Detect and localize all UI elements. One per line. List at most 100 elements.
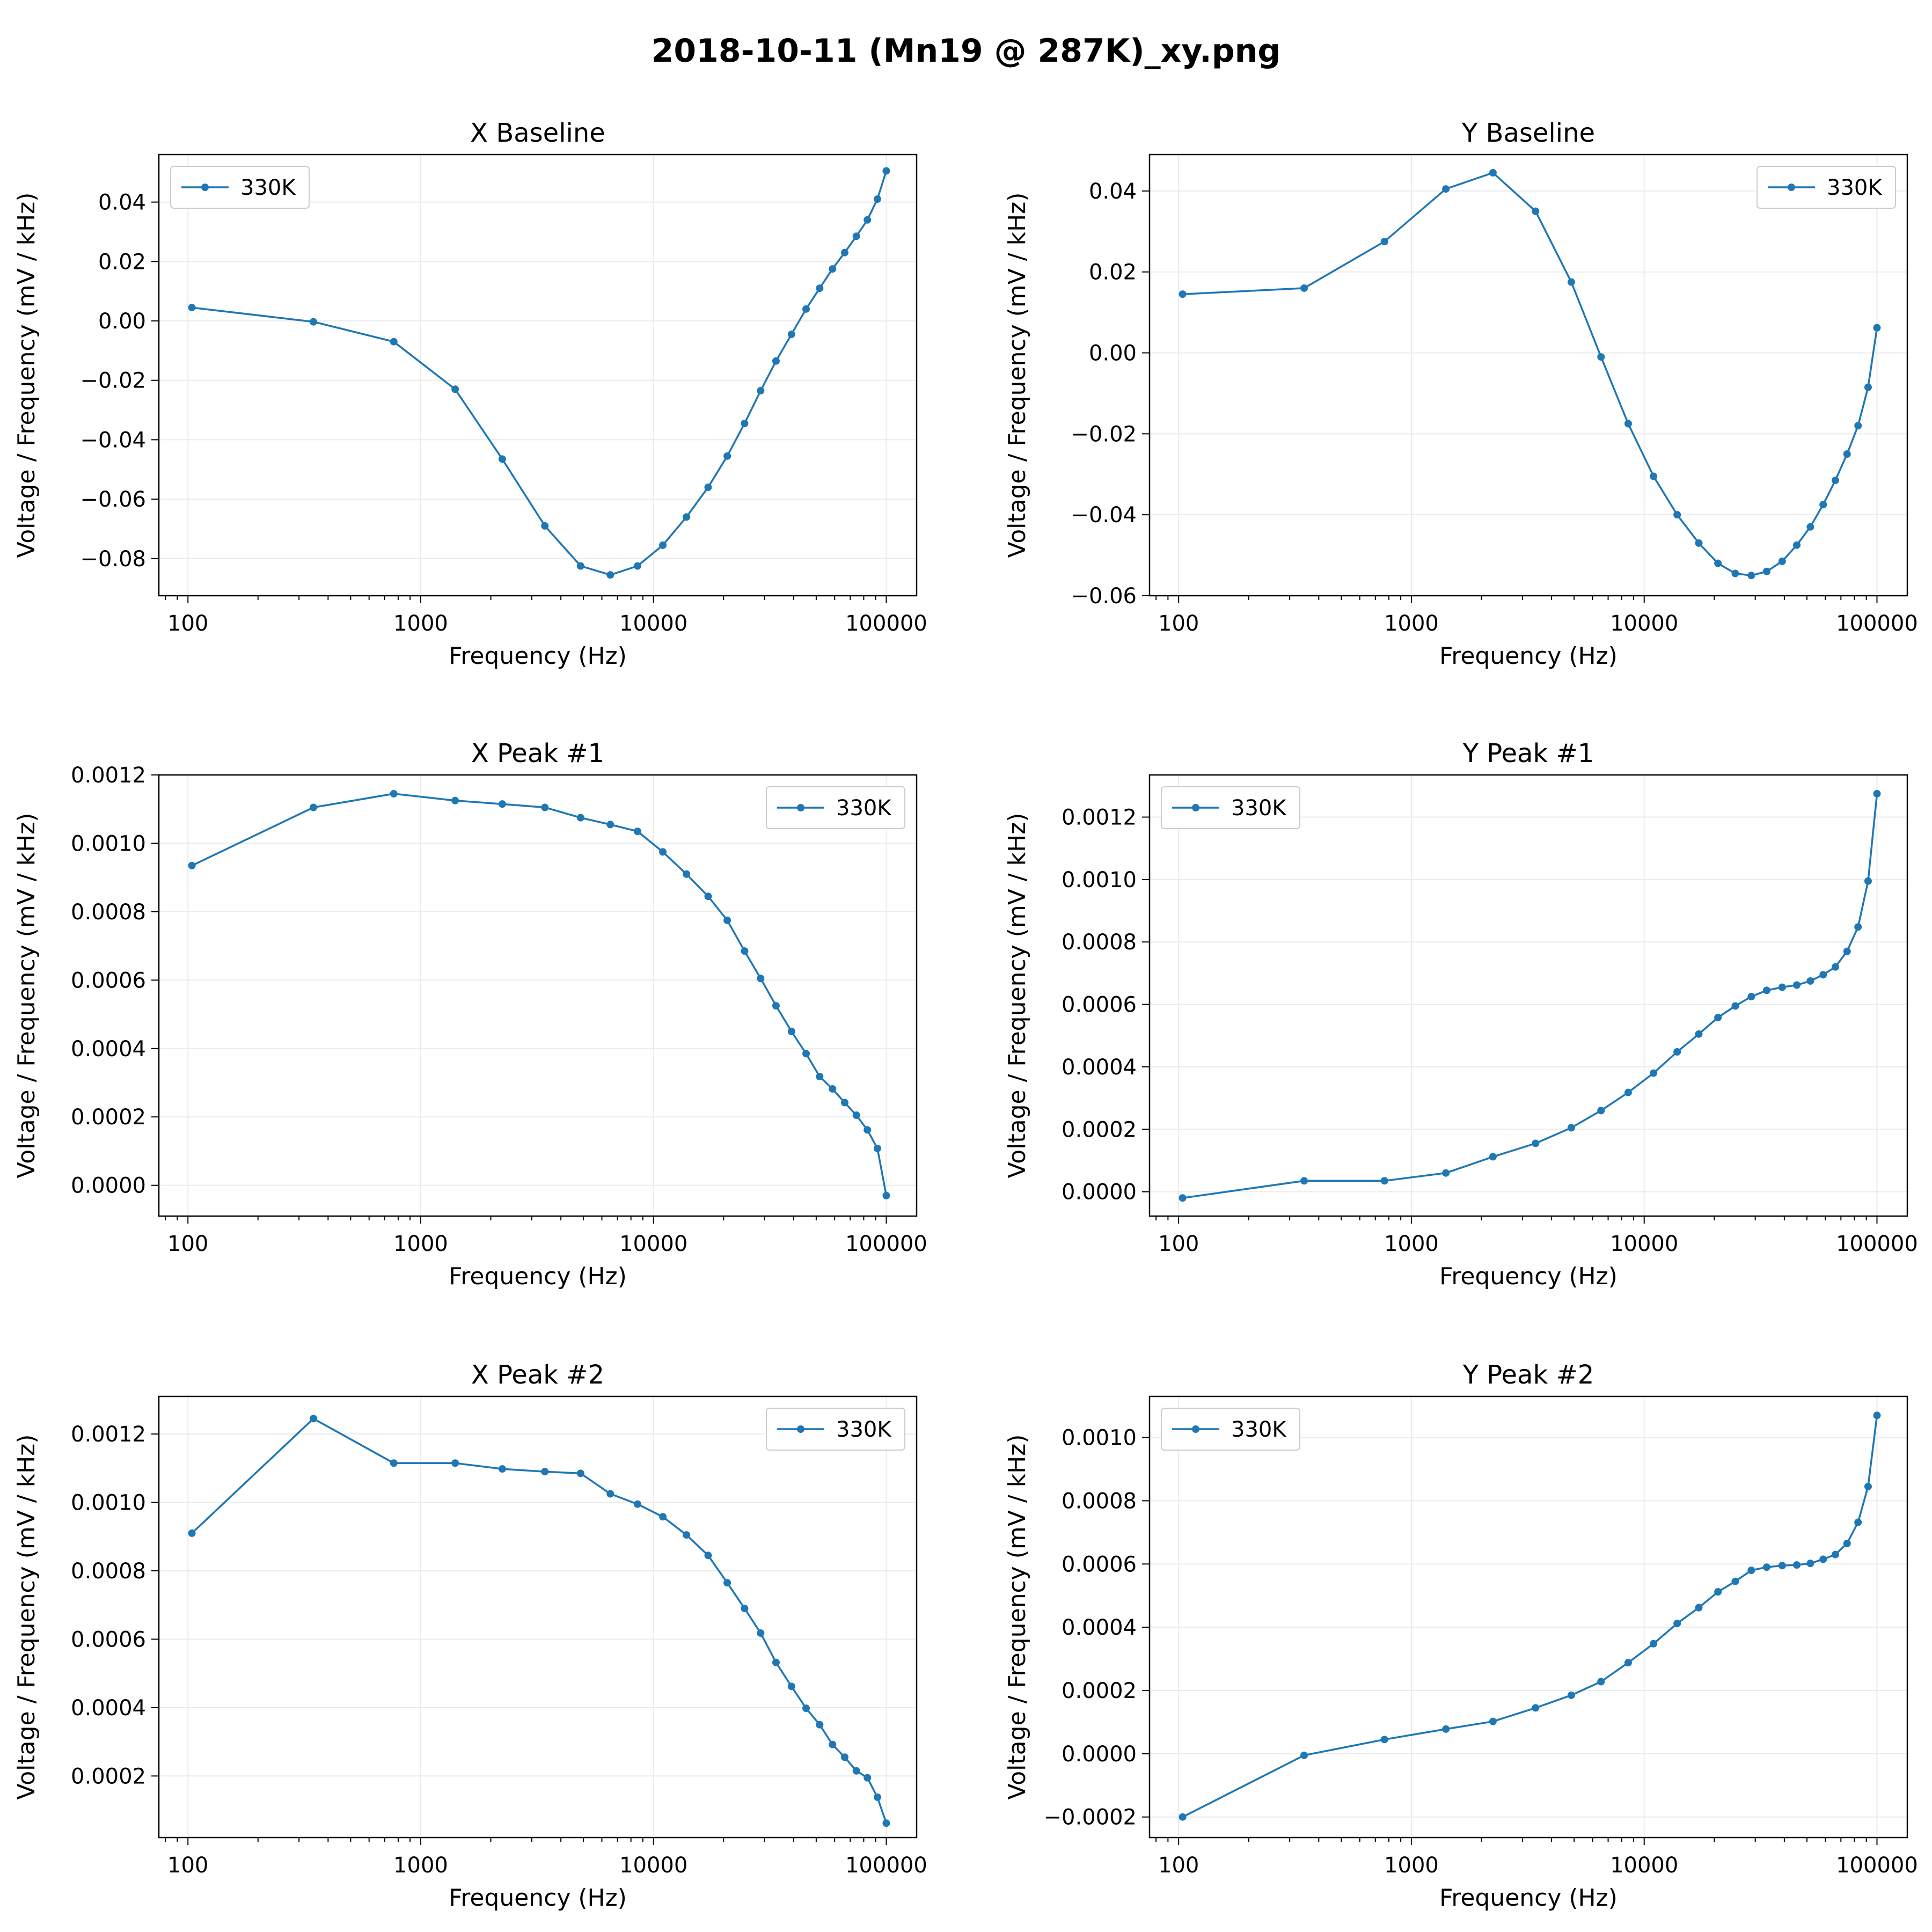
data-point — [1532, 1139, 1540, 1147]
data-point — [1714, 1014, 1722, 1022]
x-tick-label: 10000 — [619, 1853, 687, 1878]
data-point — [787, 330, 795, 338]
data-point — [1567, 1691, 1575, 1699]
data-point — [633, 562, 641, 570]
y-tick-label: 0.0002 — [1062, 1117, 1137, 1142]
y-axis-label: Voltage / Frequency (mV / kHz) — [1004, 193, 1031, 558]
data-point — [1747, 572, 1755, 580]
y-tick-label: 0.0008 — [1062, 1489, 1137, 1513]
data-point — [787, 1682, 795, 1690]
data-point — [1806, 523, 1814, 531]
legend-label: 330K — [836, 796, 892, 821]
data-point — [772, 1002, 780, 1010]
plot-frame — [1148, 774, 1908, 1217]
data-point — [1864, 1482, 1872, 1490]
data-point — [310, 318, 318, 326]
y-tick-label: 0.0008 — [1062, 930, 1137, 955]
x-tick-label: 1000 — [1384, 611, 1439, 636]
data-point — [1778, 1562, 1786, 1570]
subplot-title: X Peak #2 — [471, 1360, 604, 1390]
y-tick-label: 0.0012 — [1062, 806, 1137, 830]
data-point — [802, 305, 810, 313]
data-point — [606, 821, 614, 829]
data-point — [188, 304, 196, 312]
x-tick-label: 100 — [167, 1853, 208, 1878]
subplot-3: 100 1000 10000 100000 0.0012 0.0010 0.0008 0.00… — [13, 738, 927, 1290]
data-point — [723, 1579, 731, 1587]
y-tick-label: 0.0010 — [1062, 1426, 1137, 1451]
data-point — [606, 571, 614, 579]
data-point — [1854, 1518, 1862, 1526]
data-point — [1762, 567, 1770, 575]
data-point — [1650, 472, 1658, 480]
x-tick-label: 1000 — [393, 611, 448, 636]
data-point — [498, 1465, 506, 1473]
x-tick-label: 100 — [167, 611, 208, 636]
data-point — [576, 1469, 584, 1477]
data-point — [1831, 477, 1839, 485]
series-line — [1182, 793, 1878, 1199]
data-point — [757, 975, 765, 983]
data-point — [633, 828, 641, 836]
data-point — [683, 870, 691, 878]
data-point — [829, 265, 837, 273]
y-tick-label: −0.04 — [80, 428, 146, 452]
data-point — [723, 916, 731, 924]
data-point — [1806, 977, 1814, 985]
data-point — [1532, 207, 1540, 215]
subplot-1: 100 1000 10000 100000 0.04 0.02 0.00 −0.02 −0.04… — [13, 118, 927, 670]
y-axis-label: Voltage / Frequency (mV / kHz) — [13, 813, 40, 1179]
x-axis-label: Frequency (Hz) — [1439, 1263, 1618, 1290]
x-tick-label: 100 — [167, 1232, 208, 1256]
subplot-4: 100 1000 10000 100000 0.0012 0.0010 0.0008 0.00… — [1004, 738, 1918, 1290]
data-point — [816, 284, 824, 292]
y-tick-label: −0.06 — [80, 487, 146, 512]
data-point — [787, 1027, 795, 1035]
legend-box — [766, 1408, 905, 1451]
data-point — [882, 1819, 890, 1827]
data-point — [863, 1774, 872, 1782]
data-point — [1695, 539, 1703, 547]
data-point — [188, 861, 196, 869]
data-point — [1762, 1563, 1770, 1571]
data-point — [188, 1529, 196, 1537]
y-axis-label: Voltage / Frequency (mV / kHz) — [13, 193, 40, 558]
x-tick-label: 100000 — [1836, 1853, 1918, 1878]
data-point — [757, 387, 765, 395]
data-point — [659, 541, 667, 549]
data-point — [1624, 420, 1632, 428]
data-point — [1731, 1577, 1739, 1585]
x-tick-label: 10000 — [619, 611, 687, 636]
data-point — [451, 385, 459, 393]
y-tick-label: 0.0012 — [71, 763, 146, 788]
legend-marker — [1192, 804, 1199, 811]
legend-label: 330K — [1827, 175, 1883, 200]
data-point — [310, 1415, 318, 1423]
subplot-title: X Peak #1 — [471, 738, 604, 769]
data-point — [1179, 1813, 1187, 1821]
data-point — [1793, 541, 1801, 549]
data-point — [829, 1740, 837, 1748]
data-point — [1873, 789, 1881, 797]
y-tick-label: 0.0006 — [1062, 993, 1137, 1018]
data-point — [852, 232, 860, 240]
data-point — [576, 814, 584, 822]
data-point — [1793, 981, 1801, 989]
subplot-title: X Baseline — [470, 118, 605, 148]
plot-frame — [158, 774, 918, 1217]
data-point — [1567, 1124, 1575, 1132]
data-point — [1673, 1620, 1681, 1628]
data-point — [772, 1658, 780, 1666]
data-point — [704, 483, 712, 491]
data-point — [1650, 1640, 1658, 1648]
subplot-title: Y Peak #2 — [1462, 1360, 1594, 1390]
plot-frame — [158, 1395, 918, 1839]
data-point — [1819, 1555, 1827, 1563]
data-point — [451, 796, 459, 804]
subplot-5: 100 1000 10000 100000 0.0012 0.0010 0.0008 0.00… — [13, 1360, 927, 1912]
data-point — [1179, 1194, 1187, 1202]
data-point — [1873, 324, 1881, 332]
x-axis-label: Frequency (Hz) — [1439, 642, 1618, 670]
plot-frame — [1148, 153, 1908, 597]
data-point — [1380, 238, 1388, 246]
